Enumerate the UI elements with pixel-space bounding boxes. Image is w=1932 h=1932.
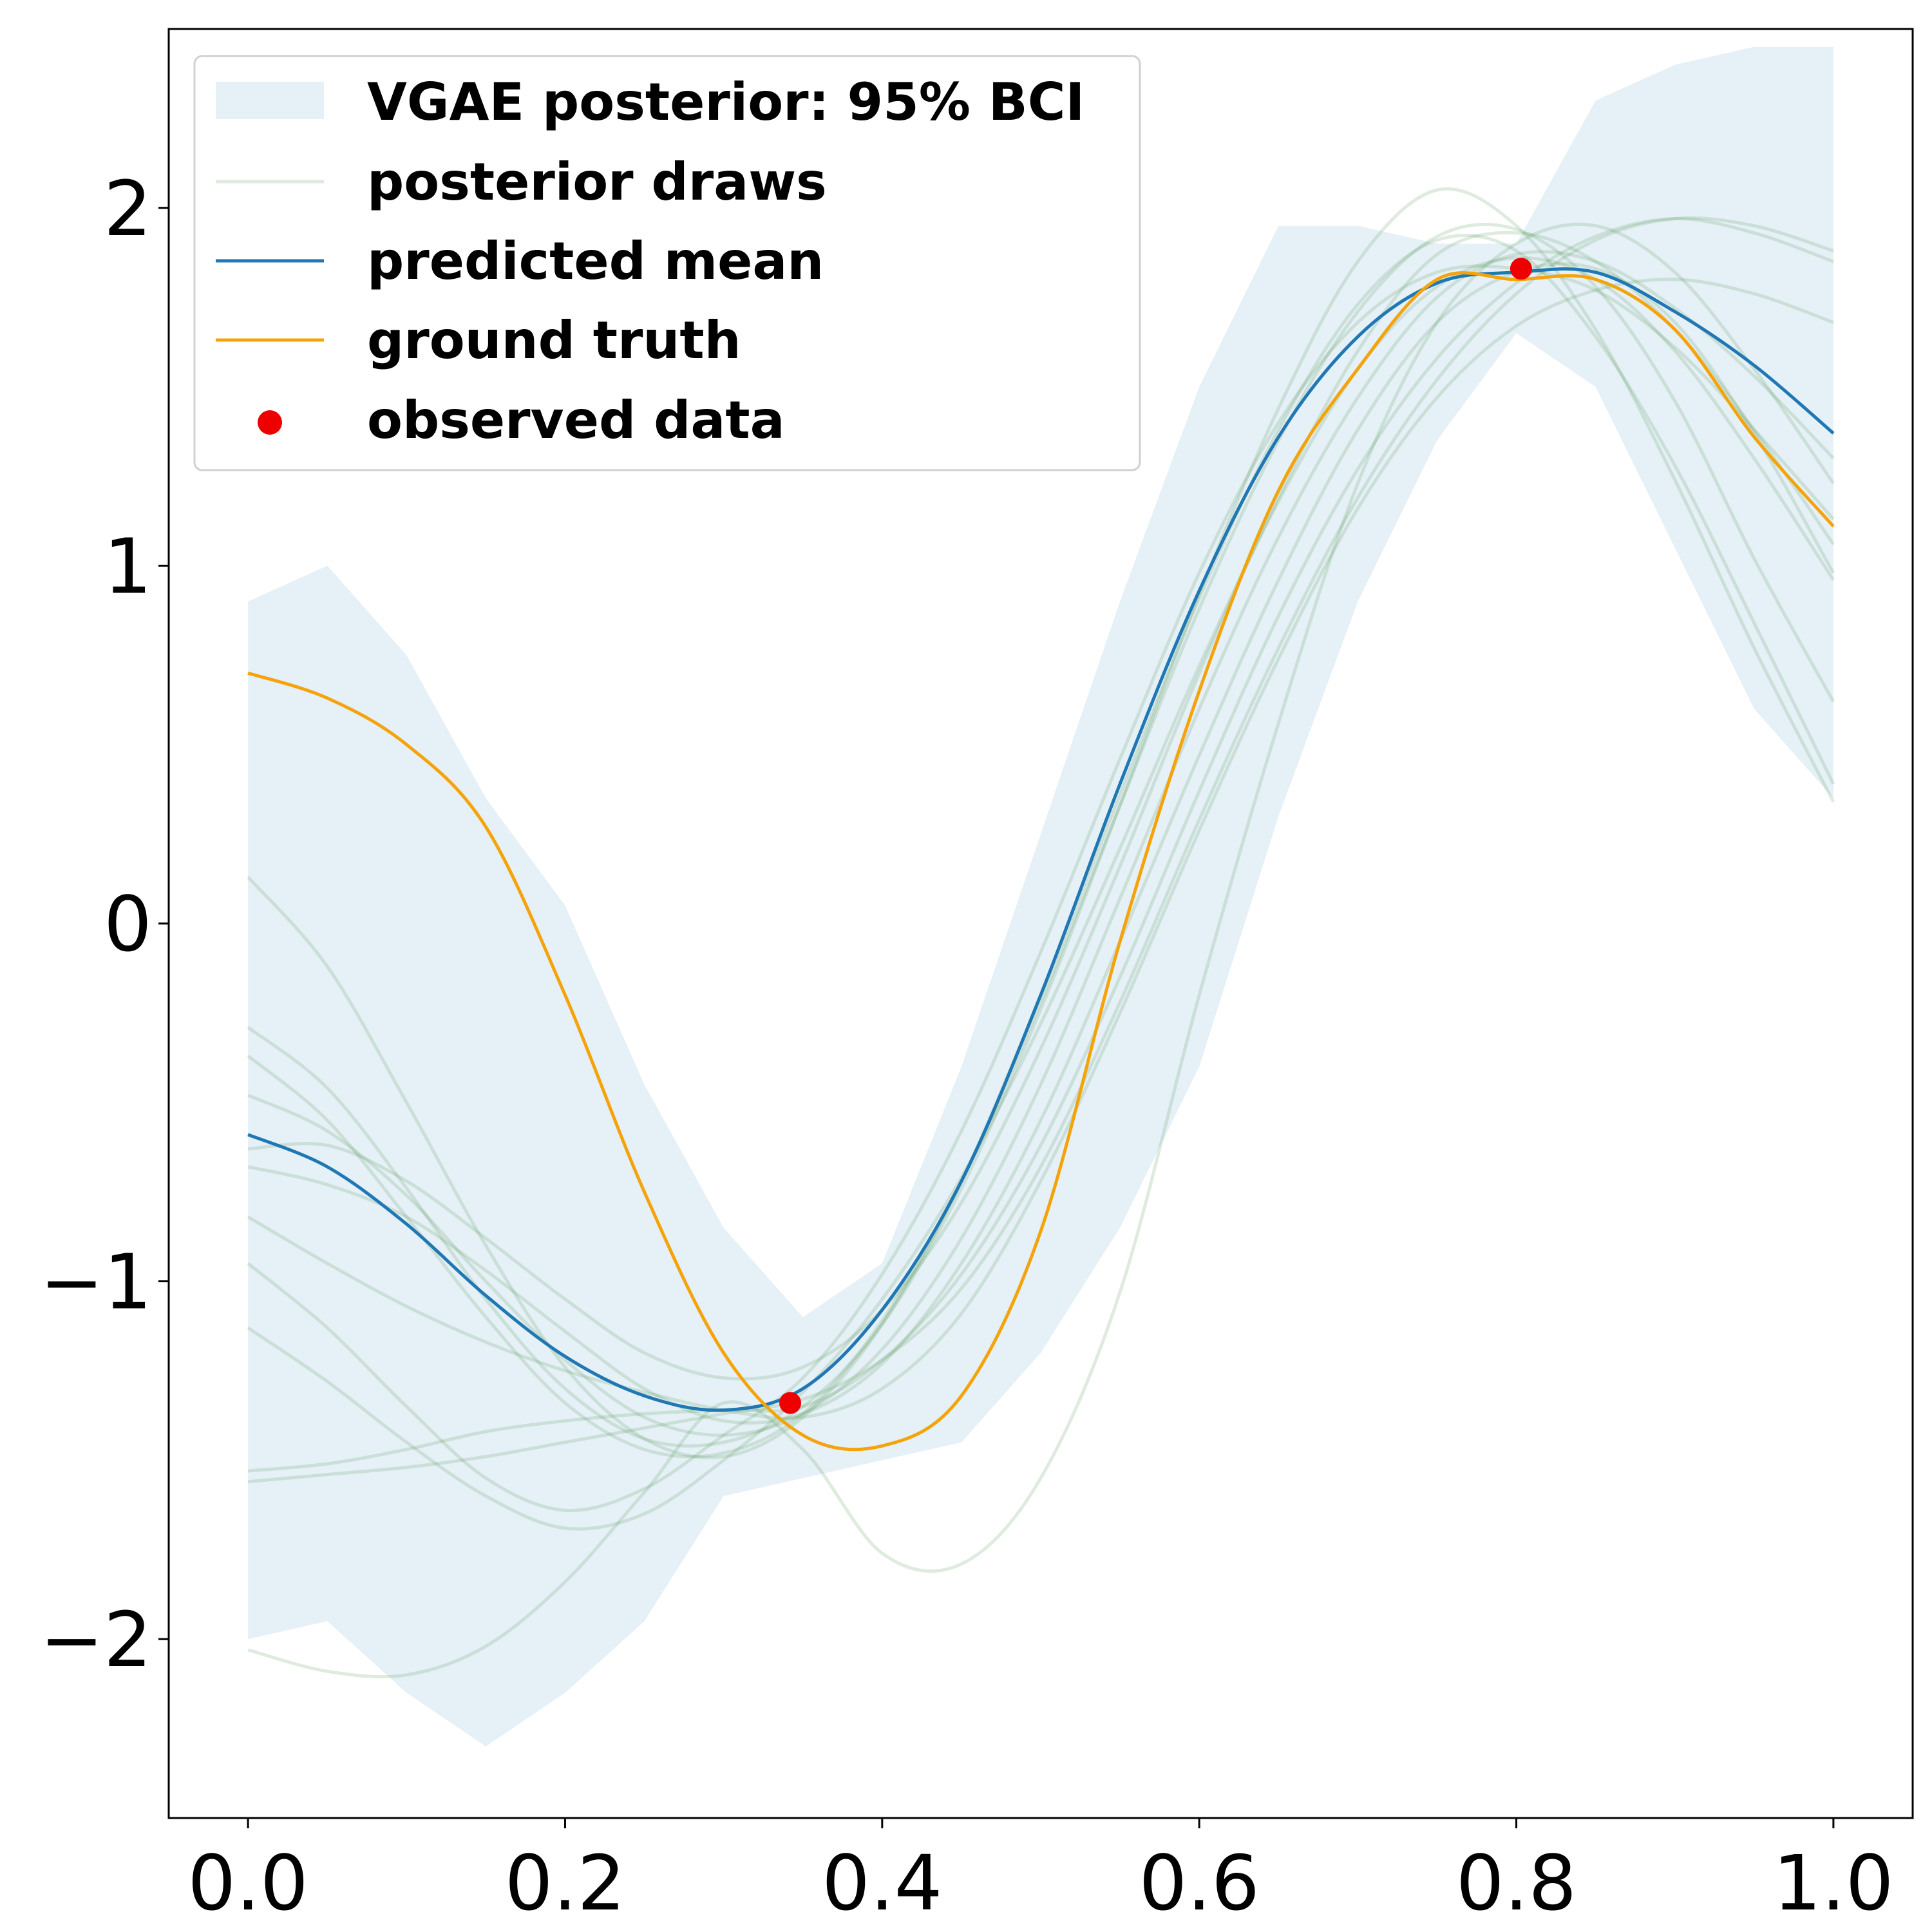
plot-content (247, 46, 1835, 1747)
legend-label-band: VGAE posterior: 95% BCI (367, 72, 1084, 132)
y-tick-label-3: 1 (104, 522, 152, 611)
x-tick-label-2: 0.4 (822, 1839, 943, 1927)
plot-area (247, 46, 1835, 1747)
x-tick-label-5: 1.0 (1773, 1839, 1894, 1927)
legend-frame (193, 55, 1141, 471)
x-tick-label-3: 0.6 (1139, 1839, 1260, 1927)
legend-label-draws: posterior draws (367, 152, 827, 212)
observed-point-1 (1510, 258, 1532, 280)
ground-truth-line (247, 271, 1835, 1452)
legend-label-observed: observed data (367, 390, 785, 450)
legend: VGAE posterior: 95% BCI posterior draws … (193, 55, 1141, 471)
posterior-draw-0 (247, 278, 1834, 1420)
legend-label-truth: ground truth (367, 310, 741, 370)
y-tick-label-2: 0 (104, 880, 152, 969)
y-tick-label-1: −1 (40, 1238, 152, 1327)
legend-band-swatch (216, 82, 324, 119)
posterior-draw-8 (247, 262, 1835, 1425)
x-tick-label-0: 0.0 (187, 1839, 308, 1927)
y-tick-label-0: −2 (40, 1595, 152, 1684)
predicted-mean-line (247, 267, 1835, 1412)
observed-point-0 (779, 1392, 802, 1414)
x-tick-label-1: 0.2 (505, 1839, 626, 1927)
posterior-draw-6 (247, 222, 1835, 1679)
posterior-draw-10 (247, 250, 1835, 1437)
x-tick-label-4: 0.8 (1456, 1839, 1577, 1927)
posterior-draw-2 (247, 231, 1835, 1381)
credible-band (248, 46, 1833, 1747)
ticks: 0.0 0.2 0.4 0.6 0.8 1.0 −2 −1 0 1 2 (40, 164, 1894, 1927)
posterior-draw-3 (247, 187, 1835, 1448)
legend-label-mean: predicted mean (367, 231, 824, 291)
y-tick-label-4: 2 (104, 164, 152, 253)
posterior-draw-1 (247, 216, 1834, 1484)
legend-observed-swatch (258, 410, 282, 435)
